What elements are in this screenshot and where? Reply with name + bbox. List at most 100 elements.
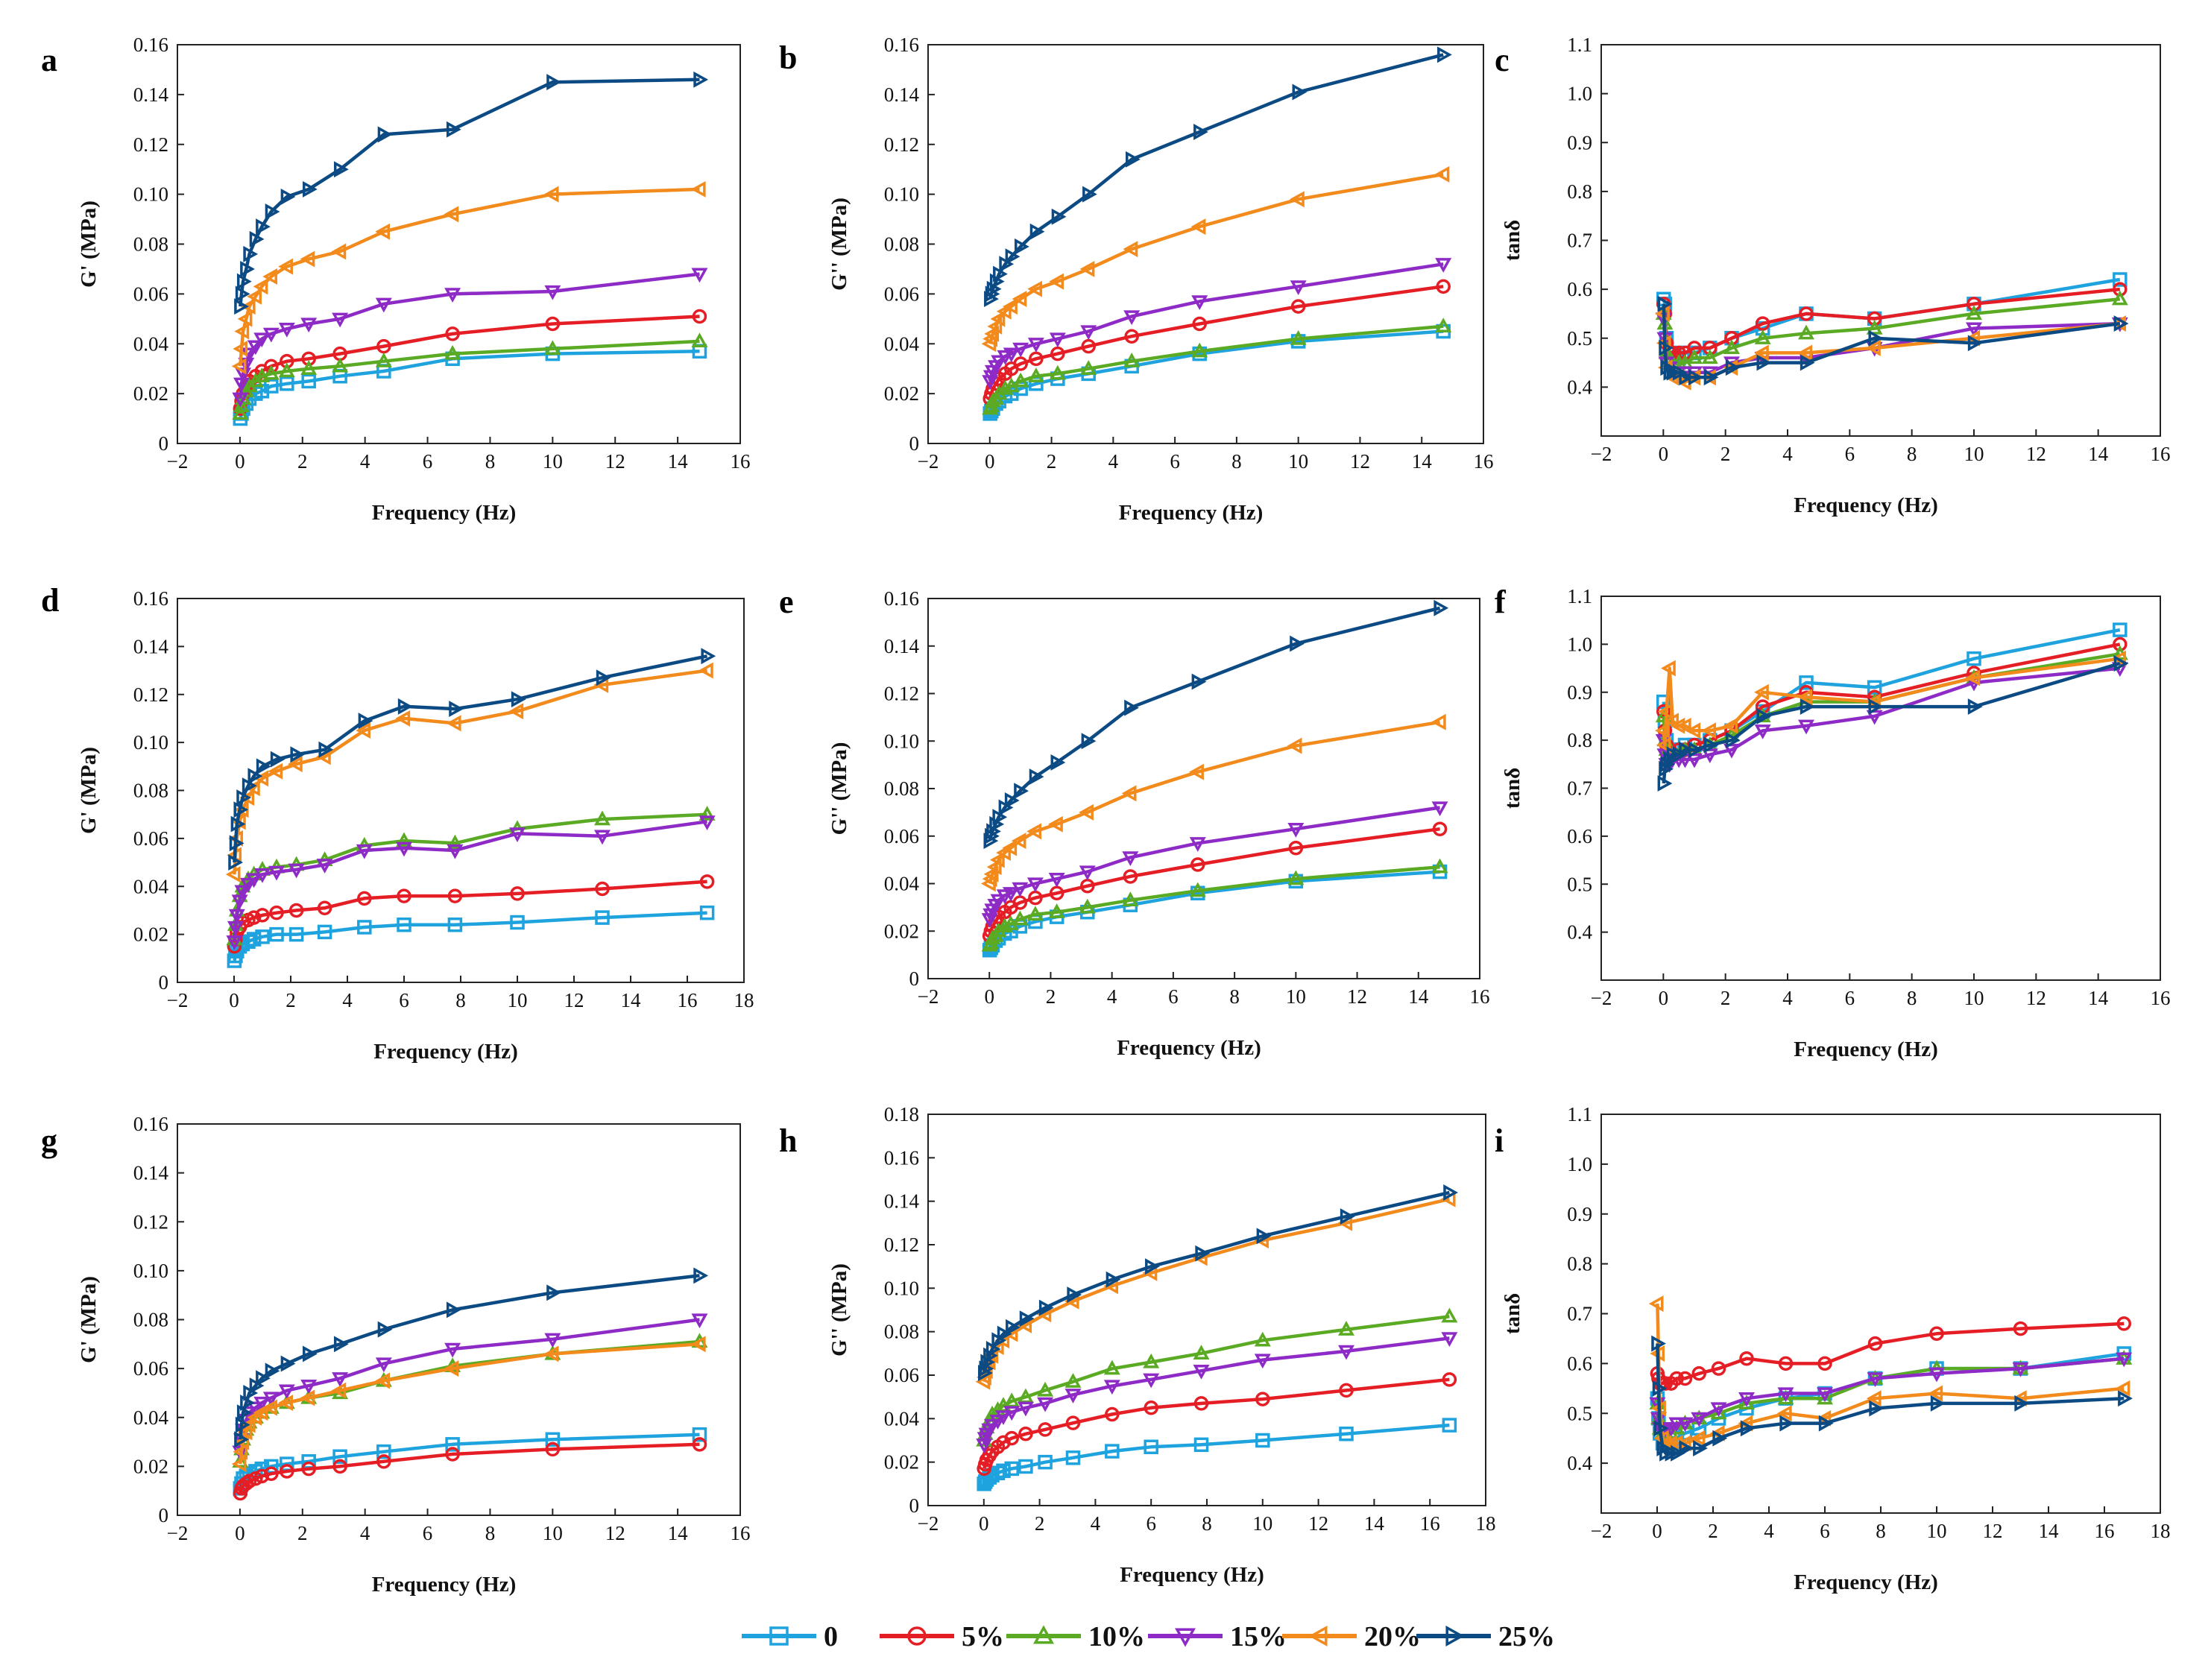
data-point <box>247 1409 262 1426</box>
x-tick-label: −2 <box>1591 987 1612 1009</box>
data-point <box>332 312 349 328</box>
data-point <box>1189 837 1206 852</box>
legend-item: 10% <box>1006 1621 1145 1652</box>
data-point <box>1017 1401 1034 1417</box>
series-line <box>988 324 1444 410</box>
data-point <box>256 758 271 775</box>
data-point <box>1662 1422 1679 1437</box>
data-point <box>1014 783 1029 800</box>
legend-label: 0 <box>824 1621 838 1652</box>
x-tick-label: 16 <box>2151 987 2171 1009</box>
data-point <box>1288 840 1304 856</box>
plot-frame <box>927 598 1480 979</box>
data-point <box>1693 1440 1708 1457</box>
data-point <box>1652 1380 1668 1397</box>
data-point <box>1657 295 1673 312</box>
panel-label: b <box>779 40 797 76</box>
data-point <box>698 662 713 679</box>
data-point <box>1012 910 1029 926</box>
data-point <box>1049 273 1064 290</box>
data-point <box>233 340 248 357</box>
data-point <box>1818 1415 1834 1432</box>
y-axis-label: G' (MPa) <box>77 200 101 288</box>
data-point <box>1193 1437 1209 1453</box>
data-point <box>318 741 334 758</box>
x-tick-label: 2 <box>1046 985 1056 1008</box>
series-line <box>233 911 707 961</box>
data-point <box>1006 1319 1021 1336</box>
x-tick-label: 16 <box>2095 1520 2115 1542</box>
y-tick-label: 0.06 <box>133 1357 168 1380</box>
data-point <box>1048 815 1063 833</box>
y-tick-label: 0.14 <box>133 635 169 657</box>
y-tick-label: 0.06 <box>884 825 919 847</box>
data-point <box>543 186 559 203</box>
data-point <box>543 1345 559 1362</box>
data-point <box>1866 1390 1882 1407</box>
series-line <box>988 865 1440 947</box>
data-point <box>1193 124 1208 141</box>
data-point <box>1670 717 1685 734</box>
y-tick-label: 0.8 <box>1567 1253 1592 1275</box>
panel-b: −2 0 2 4 6 8 10 12 14 1600.020.040.060.080.100.12… <box>779 34 1494 525</box>
x-tick-label: 18 <box>734 989 754 1011</box>
series-line <box>983 1197 1450 1383</box>
x-tick-label: 8 <box>485 450 496 473</box>
x-tick-label: 4 <box>1108 450 1119 473</box>
data-point <box>1967 698 1983 716</box>
panel-label: a <box>41 42 57 78</box>
legend: 0 5% 10% 15% 20% 25% <box>742 1621 1555 1652</box>
x-tick-label: 18 <box>1476 1512 1496 1535</box>
data-point <box>1799 675 1814 690</box>
data-point <box>225 866 241 883</box>
y-tick-label: 0.14 <box>133 83 169 106</box>
data-point <box>1663 364 1679 381</box>
series-25% <box>1651 1335 2133 1462</box>
data-point <box>243 245 259 262</box>
data-point <box>375 353 392 367</box>
data-point <box>2118 1390 2133 1407</box>
data-point <box>1049 332 1066 348</box>
data-point <box>996 844 1011 862</box>
series-line <box>239 1433 700 1489</box>
series-line <box>983 1377 1450 1469</box>
x-axis-label: Frequency (Hz) <box>1120 1563 1264 1587</box>
data-point <box>1145 1258 1160 1275</box>
data-point <box>234 885 251 900</box>
data-point <box>1659 339 1674 356</box>
data-point <box>228 909 245 924</box>
data-point <box>332 357 349 373</box>
x-tick-label: −2 <box>167 1522 189 1544</box>
panel-label: h <box>779 1122 797 1159</box>
series-15% <box>1655 662 2128 773</box>
data-point <box>270 751 286 768</box>
y-tick-label: 0.7 <box>1567 777 1592 800</box>
data-point <box>1868 698 1884 716</box>
x-tick-label: 8 <box>1907 987 1917 1009</box>
data-point <box>1648 1295 1664 1313</box>
data-point <box>358 713 373 730</box>
y-tick-label: 0.6 <box>1567 278 1592 300</box>
data-point <box>269 905 284 920</box>
data-point <box>300 1389 315 1406</box>
series-line <box>1656 1357 2125 1430</box>
y-tick-label: 0.08 <box>884 233 919 256</box>
series-15% <box>981 801 1448 928</box>
data-point <box>280 188 296 205</box>
series-line <box>233 812 707 940</box>
data-point <box>377 126 393 143</box>
data-point <box>1690 1430 1706 1447</box>
data-point <box>698 815 716 830</box>
data-point <box>1123 353 1141 367</box>
data-point <box>1191 342 1208 358</box>
data-point <box>2111 650 2126 667</box>
x-tick-label: 12 <box>2026 987 2046 1009</box>
data-point <box>375 1357 392 1373</box>
data-point <box>1664 713 1679 730</box>
data-point <box>1966 651 1981 666</box>
x-axis-label: Frequency (Hz) <box>373 1040 518 1064</box>
legend-marker <box>769 1626 789 1646</box>
y-tick-label: 1.0 <box>1567 633 1592 655</box>
data-point <box>231 1456 247 1473</box>
data-point <box>1434 165 1450 183</box>
